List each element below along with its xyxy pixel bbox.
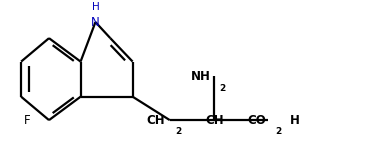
Text: H: H <box>92 2 99 12</box>
Text: 2: 2 <box>276 127 282 136</box>
Text: CH: CH <box>147 114 165 127</box>
Text: NH: NH <box>191 70 211 83</box>
Text: CH: CH <box>205 114 224 127</box>
Text: 2: 2 <box>175 127 181 136</box>
Text: CO: CO <box>248 114 266 127</box>
Text: 2: 2 <box>219 84 226 93</box>
Text: F: F <box>24 114 31 127</box>
Text: N: N <box>91 16 100 29</box>
Text: H: H <box>290 114 300 127</box>
